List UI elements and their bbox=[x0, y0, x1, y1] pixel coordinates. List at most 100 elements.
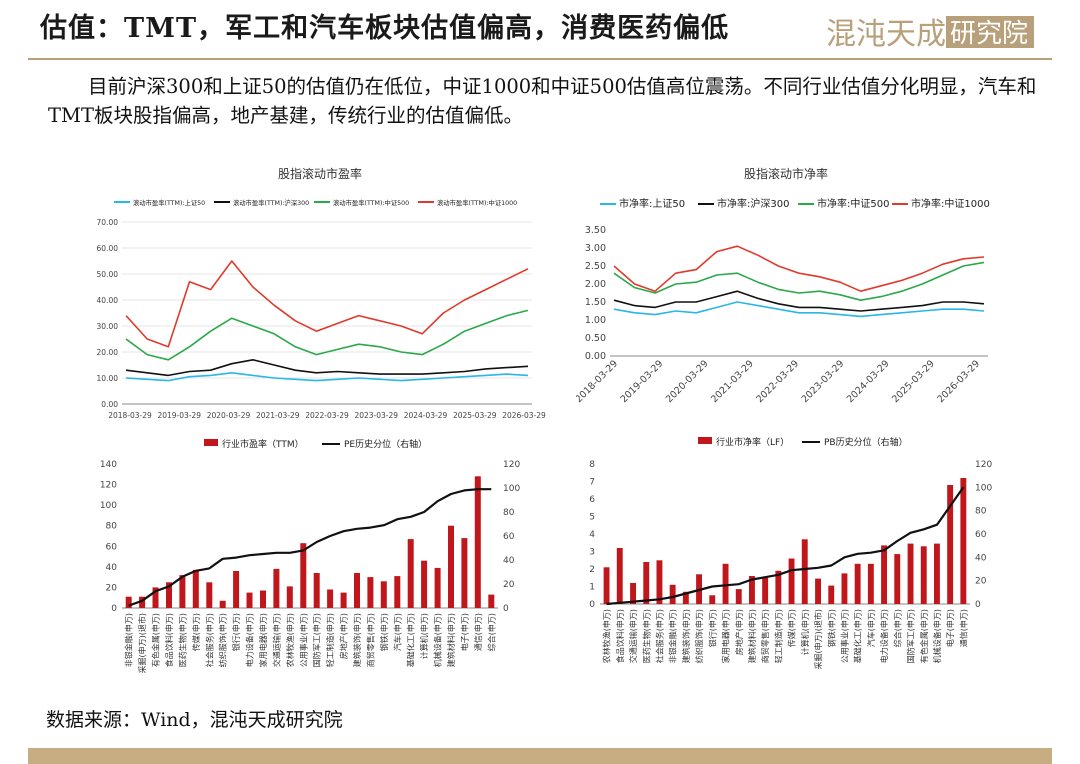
y-tick-label: 1.00 bbox=[585, 315, 606, 326]
header-rule bbox=[28, 58, 1052, 60]
x-tick-label: 建筑装饰(申万) bbox=[352, 613, 362, 667]
series-line bbox=[613, 290, 985, 312]
bar bbox=[867, 563, 874, 605]
y-tick-label: 8 bbox=[589, 460, 595, 470]
x-tick-label: 非银金融(申万) bbox=[668, 609, 678, 663]
y-tick-label: 1 bbox=[589, 583, 595, 593]
x-tick-label: 机械设备(申万) bbox=[433, 613, 443, 667]
legend-label: 市净率:上证50 bbox=[619, 197, 685, 210]
y-tick-label: 20 bbox=[106, 583, 118, 593]
x-tick-label: 计算机(申万) bbox=[800, 609, 810, 655]
bar bbox=[179, 575, 186, 608]
x-tick-label: 国防军工(申万) bbox=[906, 609, 916, 663]
bar bbox=[934, 543, 940, 604]
bar bbox=[815, 578, 821, 604]
x-tick-label: 2019-03-29 bbox=[157, 411, 201, 420]
x-tick-label: 电子(申万) bbox=[459, 613, 469, 651]
bar bbox=[709, 595, 716, 605]
x-tick-label: 农林牧渔(申万) bbox=[602, 609, 612, 663]
x-tick-label: 基础化工(申万) bbox=[406, 613, 416, 667]
bar bbox=[722, 563, 729, 605]
x-tick-label: 2018-03-29 bbox=[108, 411, 152, 420]
bar bbox=[139, 596, 146, 608]
y-tick-label: 20.00 bbox=[97, 348, 119, 357]
y-tick-label: 80 bbox=[106, 522, 118, 532]
x-tick-label: 纺织服饰(申万) bbox=[218, 613, 228, 667]
x-tick-label: 传媒(申万) bbox=[787, 609, 797, 647]
bar bbox=[434, 567, 441, 608]
x-tick-label: 国防军工(申万) bbox=[312, 613, 322, 667]
y-tick-label: 4 bbox=[589, 530, 595, 540]
y2-tick-label: 80 bbox=[975, 507, 987, 517]
bar bbox=[354, 573, 360, 608]
y-tick-label: 10.00 bbox=[97, 374, 119, 383]
legend-label: 滚动市盈率(TTM):中证1000 bbox=[437, 198, 517, 207]
y2-tick-label: 0 bbox=[503, 604, 509, 614]
bar bbox=[643, 562, 650, 604]
x-tick-label: 社会服务(申万) bbox=[654, 609, 664, 663]
y2-tick-label: 0 bbox=[975, 600, 981, 610]
y2-tick-label: 100 bbox=[503, 484, 520, 494]
x-tick-label: 2022-03-29 bbox=[305, 411, 349, 420]
series-line bbox=[125, 359, 529, 377]
x-tick-label: 汽车(申万) bbox=[866, 609, 876, 647]
y-tick-label: 100 bbox=[100, 501, 117, 511]
chart-title: 股指滚动市盈率 bbox=[278, 166, 362, 181]
bar bbox=[206, 582, 213, 608]
bar bbox=[300, 543, 307, 608]
x-tick-label: 2021-03-29 bbox=[256, 411, 300, 420]
y-tick-label: 5 bbox=[589, 513, 595, 523]
x-tick-label: 轻工制造(申万) bbox=[773, 609, 783, 663]
bar bbox=[894, 554, 901, 604]
bar bbox=[656, 560, 663, 605]
legend-swatch bbox=[204, 439, 218, 446]
y-tick-label: 70.00 bbox=[97, 218, 119, 227]
bar bbox=[246, 592, 253, 608]
x-tick-label: 2026-03-29 bbox=[502, 411, 546, 420]
company-logo: 混沌天成 研究院 bbox=[826, 16, 1034, 52]
y-tick-label: 40 bbox=[106, 563, 118, 573]
y-tick-label: 0 bbox=[589, 600, 595, 610]
bar bbox=[367, 577, 374, 608]
series-line bbox=[613, 245, 985, 292]
y2-tick-label: 40 bbox=[503, 556, 515, 566]
legend-label: 滚动市盈率(TTM):上证50 bbox=[133, 198, 205, 207]
x-tick-label: 2025-03-29 bbox=[890, 358, 937, 405]
y2-tick-label: 120 bbox=[503, 460, 520, 470]
y-tick-label: 0 bbox=[111, 604, 117, 614]
x-tick-label: 医药生物(申万) bbox=[177, 613, 187, 667]
y-tick-label: 3.00 bbox=[585, 243, 606, 254]
y-tick-label: 2 bbox=[589, 565, 595, 575]
bar bbox=[286, 586, 293, 608]
svg-text:混沌天成: 混沌天成 bbox=[826, 17, 946, 52]
x-tick-label: 有色金属(申万) bbox=[919, 609, 929, 663]
x-tick-label: 钢铁(申万) bbox=[826, 609, 836, 647]
x-tick-label: 交通运输(申万) bbox=[271, 613, 281, 667]
x-tick-label: 商贸零售(申万) bbox=[365, 613, 375, 667]
y-tick-label: 140 bbox=[100, 460, 117, 470]
series-line bbox=[613, 301, 985, 318]
bar bbox=[192, 569, 199, 608]
x-tick-label: 综合(申万) bbox=[892, 609, 902, 647]
summary-paragraph: 目前沪深300和上证50的估值仍在低位，中证1000和中证500估值高位震荡。不… bbox=[48, 75, 1037, 127]
y-tick-label: 30.00 bbox=[97, 322, 119, 331]
y-tick-label: 1.50 bbox=[585, 297, 606, 308]
bar bbox=[682, 591, 689, 605]
legend-label: 市净率:中证500 bbox=[817, 197, 889, 210]
y-tick-label: 50.00 bbox=[97, 270, 119, 279]
percentile-line bbox=[128, 488, 492, 607]
x-tick-label: 交通运输(申万) bbox=[628, 609, 638, 663]
bar bbox=[603, 567, 610, 605]
bar bbox=[749, 576, 755, 604]
y-tick-label: 0.50 bbox=[585, 333, 606, 344]
y-tick-label: 120 bbox=[100, 481, 117, 491]
bar bbox=[616, 548, 623, 604]
x-tick-label: 2019-03-29 bbox=[619, 358, 666, 405]
y-tick-label: 2.00 bbox=[585, 279, 606, 290]
x-tick-label: 采掘(申万)(退市) bbox=[813, 609, 823, 669]
x-tick-label: 农林牧渔(申万) bbox=[285, 613, 295, 667]
bar bbox=[775, 570, 782, 605]
bar bbox=[233, 571, 240, 608]
bar bbox=[394, 576, 401, 608]
